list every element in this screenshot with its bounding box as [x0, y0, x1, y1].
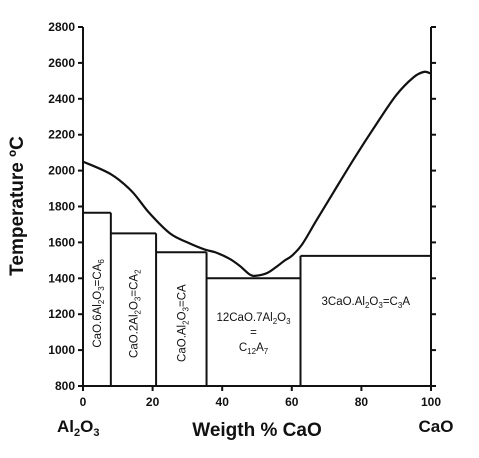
phase-label: CaO.6Al2O3=CA6: [92, 259, 106, 348]
phase-label: 12CaO.7Al2O3: [216, 312, 291, 326]
y-tick-label: 1800: [48, 200, 75, 214]
phase-label: C12A7: [239, 342, 269, 356]
axes: 8001000120014001600180020002200240026002…: [48, 20, 441, 409]
phase-label: =: [250, 327, 257, 339]
y-axis-label: Temperature ºC: [7, 136, 28, 276]
right-end-label: CaO: [419, 417, 454, 436]
y-tick-label: 1200: [48, 307, 75, 321]
phase-label: CaO.2Al2O3=CA2: [128, 269, 142, 358]
left-end-label: Al2O3: [57, 417, 99, 439]
y-tick-label: 1400: [48, 271, 75, 285]
x-tick-label: 20: [146, 395, 160, 409]
y-tick-label: 2800: [48, 20, 75, 34]
y-tick-label: 1600: [48, 235, 75, 249]
y-tick-label: 800: [55, 379, 75, 393]
x-tick-label: 60: [285, 395, 299, 409]
x-tick-label: 80: [355, 395, 369, 409]
x-tick-label: 40: [216, 395, 230, 409]
y-tick-label: 2400: [48, 92, 75, 106]
y-tick-label: 2200: [48, 128, 75, 142]
x-tick-label: 0: [80, 395, 87, 409]
plot-area: [82, 70, 432, 277]
y-tick-label: 1000: [48, 343, 75, 357]
liquidus-curve: [82, 70, 432, 277]
phase-label: 3CaO.Al2O3=C3A: [322, 296, 411, 310]
x-tick-label: 100: [421, 395, 441, 409]
phase-labels: CaO.6Al2O3=CA6 CaO.2Al2O3=CA2 CaO.Al2O3=CA…: [92, 259, 410, 362]
phase-label: CaO.Al2O3=CA: [176, 284, 190, 362]
x-axis-label: Weigth % CaO: [192, 420, 322, 441]
y-tick-label: 2600: [48, 56, 75, 70]
y-tick-label: 2000: [48, 164, 75, 178]
phase-regions: [83, 211, 431, 386]
